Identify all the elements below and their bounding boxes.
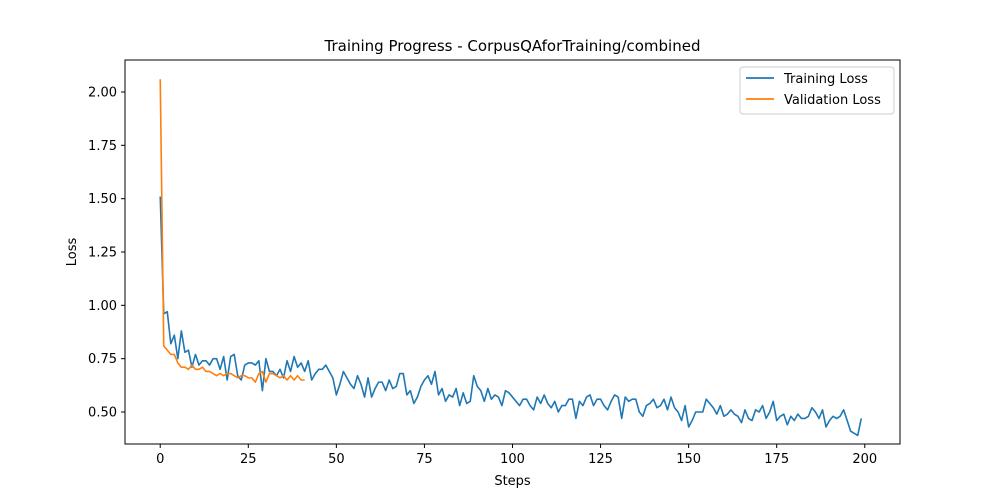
y-tick-label: 1.50 xyxy=(88,192,117,207)
x-tick-label: 150 xyxy=(676,452,701,467)
y-tick-label: 1.00 xyxy=(88,299,117,314)
y-axis: 0.50 0.75 1.00 1.25 1.50 1.75 2.00 xyxy=(88,86,125,421)
plot-area: 0 25 50 75 100 125 150 175 200 0.50 0.75 1.00 1.25 1… xyxy=(88,59,901,467)
x-axis: 0 25 50 75 100 125 150 175 200 xyxy=(156,444,877,467)
legend: Training Loss Validation Loss xyxy=(739,66,895,115)
x-tick-label: 75 xyxy=(416,452,433,467)
y-tick-label: 1.25 xyxy=(88,246,117,261)
legend-label-validation-loss: Validation Loss xyxy=(784,93,881,108)
legend-label-training-loss: Training Loss xyxy=(783,72,868,87)
series-layer xyxy=(159,79,863,437)
x-tick-label: 25 xyxy=(240,452,257,467)
x-tick-label: 50 xyxy=(328,452,345,467)
legend-box xyxy=(739,66,895,115)
y-axis-title: Loss xyxy=(65,238,80,267)
series-line-training-loss xyxy=(159,196,863,437)
x-tick-label: 175 xyxy=(764,452,789,467)
x-tick-label: 100 xyxy=(500,452,525,467)
x-tick-label: 200 xyxy=(852,452,877,467)
x-axis-title: Steps xyxy=(494,474,531,489)
y-tick-label: 1.75 xyxy=(88,139,117,154)
series-line-validation-loss xyxy=(159,79,305,383)
y-tick-label: 2.00 xyxy=(88,86,117,101)
x-tick-label: 0 xyxy=(156,452,164,467)
y-tick-label: 0.50 xyxy=(88,406,117,421)
x-tick-label: 125 xyxy=(588,452,613,467)
chart-title: Training Progress - CorpusQAforTraining/… xyxy=(324,37,701,55)
y-tick-label: 0.75 xyxy=(88,352,117,367)
